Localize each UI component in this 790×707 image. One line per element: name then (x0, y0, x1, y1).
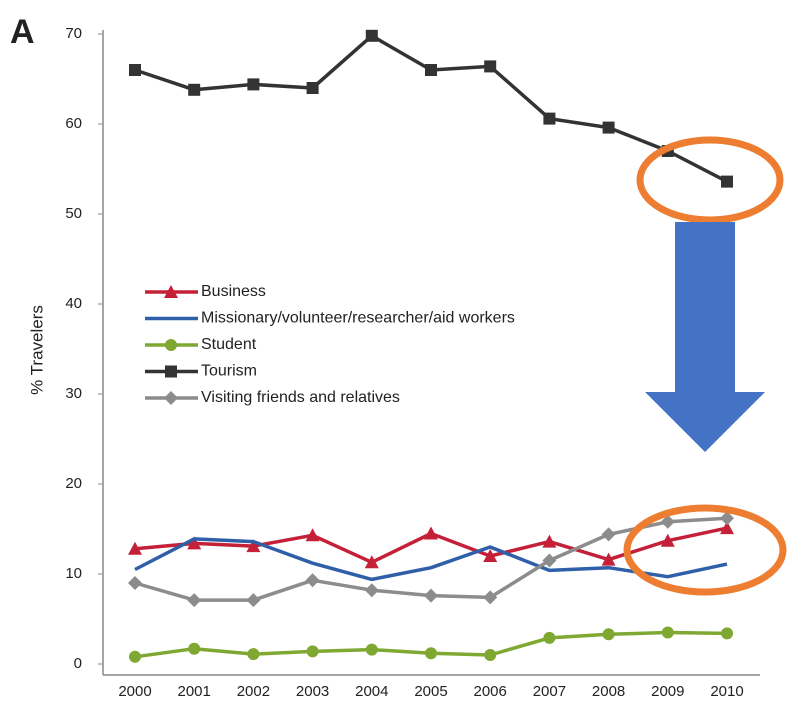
marker (721, 627, 733, 640)
y-tick-label: 30 (65, 385, 82, 402)
x-tick-label: 2006 (474, 683, 507, 700)
legend-marker (164, 285, 178, 298)
marker (660, 514, 675, 529)
down-arrow (645, 222, 765, 452)
marker (602, 628, 615, 641)
marker (129, 650, 141, 663)
x-tick-label: 2010 (710, 683, 743, 700)
legend-label: Missionary/volunteer/researcher/aid work… (201, 310, 515, 327)
y-tick-label: 70 (65, 25, 82, 42)
marker (306, 645, 319, 658)
x-tick-label: 2000 (118, 683, 151, 700)
highlight-ellipse (623, 504, 787, 596)
marker (365, 643, 378, 656)
marker (364, 555, 379, 569)
x-tick-label: 2003 (296, 683, 329, 700)
marker (720, 511, 734, 526)
marker (425, 647, 437, 660)
x-tick-label: 2002 (237, 683, 270, 700)
marker (483, 549, 498, 562)
x-tick-label: 2009 (651, 683, 684, 700)
x-tick-label: 2004 (355, 683, 388, 700)
marker (721, 175, 733, 188)
marker (305, 528, 320, 542)
y-tick-label: 10 (65, 565, 82, 582)
marker (424, 588, 438, 603)
marker (660, 533, 675, 547)
marker (542, 534, 557, 548)
marker (188, 642, 201, 655)
legend-marker (165, 339, 177, 351)
series-line (134, 537, 728, 582)
x-tick-label: 2008 (592, 683, 625, 700)
marker (247, 648, 260, 661)
marker (128, 541, 142, 555)
marker (543, 112, 556, 125)
marker (483, 590, 498, 605)
marker (365, 29, 378, 42)
marker (246, 593, 261, 608)
y-tick-label: 0 (74, 655, 82, 672)
marker (720, 521, 734, 535)
marker (188, 83, 201, 96)
y-tick-label: 20 (65, 475, 82, 492)
x-tick-label: 2001 (178, 683, 211, 700)
y-axis-label: % Travelers (27, 305, 46, 395)
marker (246, 539, 261, 553)
legend-label: Business (201, 283, 266, 300)
marker (425, 64, 437, 76)
marker (128, 576, 142, 590)
plot-area: 0 10 20 30 40 50 60 70 2000 2001 2002 2003 2004 2005 2… (65, 25, 743, 700)
marker (305, 573, 320, 588)
legend-marker (165, 365, 177, 378)
marker (602, 121, 615, 134)
legend-label: Tourism (201, 363, 257, 380)
marker (424, 526, 438, 540)
marker (543, 631, 556, 644)
x-tick-label: 2005 (414, 683, 447, 700)
marker (364, 583, 379, 598)
x-tick-label: 2007 (533, 683, 566, 700)
marker (247, 78, 260, 91)
y-tick-label: 40 (65, 295, 82, 312)
marker (661, 626, 674, 639)
marker (484, 649, 497, 661)
panel-label: A (10, 13, 35, 51)
marker (129, 64, 141, 76)
marker (542, 553, 557, 568)
series-line (134, 34, 728, 184)
y-tick-label: 50 (65, 205, 82, 222)
marker (187, 593, 202, 608)
marker (601, 552, 616, 566)
legend-label: Visiting friends and relatives (201, 389, 400, 406)
marker (187, 536, 202, 550)
marker (484, 60, 497, 73)
legend-marker (164, 391, 178, 405)
marker (601, 527, 616, 542)
legend-label: Student (201, 336, 257, 353)
marker (306, 82, 319, 94)
y-tick-label: 60 (65, 115, 82, 132)
highlight-ellipse (636, 136, 784, 224)
